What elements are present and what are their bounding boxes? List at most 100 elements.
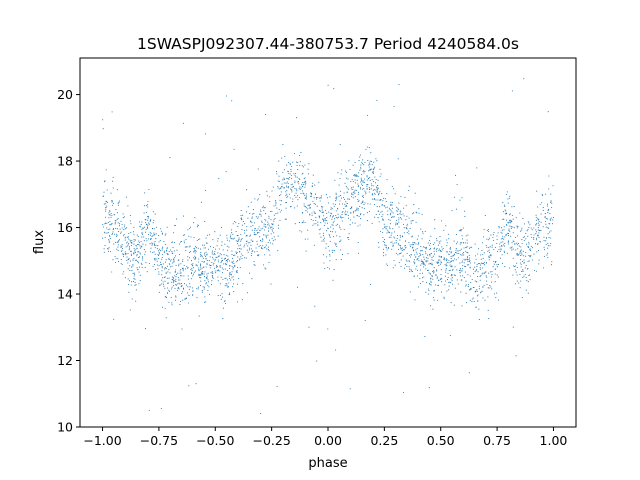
data-point <box>379 168 381 170</box>
data-point <box>118 200 120 202</box>
data-point <box>349 168 351 171</box>
data-point <box>223 263 225 265</box>
data-point <box>117 244 119 246</box>
data-point <box>435 248 437 251</box>
data-point <box>222 307 224 309</box>
data-point <box>229 273 231 276</box>
data-point <box>205 237 207 239</box>
data-point <box>226 245 228 247</box>
data-point <box>419 272 421 275</box>
data-point <box>304 184 306 186</box>
data-point <box>224 268 226 270</box>
data-point <box>510 235 512 237</box>
data-point <box>205 266 207 268</box>
data-point <box>105 200 107 202</box>
data-point <box>116 218 118 220</box>
data-point <box>366 176 368 178</box>
data-point <box>335 200 337 202</box>
data-point <box>180 300 182 303</box>
data-point <box>433 248 435 250</box>
data-point <box>423 262 425 264</box>
data-point <box>535 229 537 231</box>
data-point <box>464 265 466 267</box>
data-point <box>187 256 189 258</box>
data-point <box>199 275 201 277</box>
data-point <box>486 276 488 278</box>
data-point <box>352 180 354 182</box>
data-point <box>125 227 128 229</box>
data-point <box>277 235 279 237</box>
data-point <box>147 216 150 218</box>
data-point <box>177 272 179 274</box>
data-point <box>271 190 273 192</box>
data-point <box>228 292 231 294</box>
data-point <box>450 275 452 277</box>
data-point <box>253 212 255 214</box>
data-point <box>174 257 176 259</box>
data-point <box>262 239 264 241</box>
data-point <box>321 240 323 242</box>
data-point <box>376 160 378 162</box>
data-point <box>265 220 267 222</box>
data-point <box>520 254 522 256</box>
data-point <box>343 208 345 210</box>
data-point <box>204 220 206 222</box>
data-point <box>445 265 447 267</box>
data-point <box>489 285 491 287</box>
data-point <box>323 240 325 242</box>
data-point <box>123 229 125 231</box>
data-point <box>441 220 443 222</box>
data-point <box>317 196 319 199</box>
data-point <box>476 290 478 292</box>
data-point <box>150 238 152 241</box>
data-point <box>429 239 431 241</box>
data-point <box>474 271 476 273</box>
data-point <box>499 246 501 248</box>
data-point <box>272 186 274 188</box>
data-point <box>233 263 235 265</box>
data-point <box>348 198 350 200</box>
data-point <box>521 242 523 245</box>
data-point <box>425 247 427 249</box>
data-point <box>109 250 112 253</box>
data-point <box>240 217 242 220</box>
data-point <box>483 261 485 263</box>
data-point <box>133 243 135 245</box>
data-point <box>507 243 510 245</box>
data-point <box>166 292 169 294</box>
data-point <box>136 248 138 250</box>
data-point <box>237 226 239 228</box>
data-point <box>545 243 547 245</box>
data-point <box>339 143 341 145</box>
data-point <box>212 258 214 260</box>
data-point <box>290 184 292 186</box>
data-point <box>190 260 193 262</box>
data-point <box>466 264 468 266</box>
data-point <box>260 210 262 213</box>
data-point <box>477 253 479 255</box>
data-point <box>341 220 343 222</box>
data-point <box>461 268 463 270</box>
data-point <box>498 249 500 251</box>
data-point <box>227 255 229 257</box>
data-point <box>256 229 258 232</box>
data-point <box>409 254 411 257</box>
data-point <box>148 222 150 224</box>
data-point <box>421 238 423 240</box>
data-point <box>449 334 451 337</box>
data-point <box>535 231 538 233</box>
data-point <box>267 234 269 236</box>
data-point <box>179 275 182 277</box>
data-point <box>292 161 294 163</box>
data-point <box>361 195 363 198</box>
data-point <box>271 210 273 213</box>
data-point <box>268 239 271 241</box>
data-point <box>503 218 505 220</box>
data-point <box>533 238 535 240</box>
data-point <box>436 250 438 252</box>
data-point <box>332 215 334 217</box>
data-point <box>242 221 244 223</box>
data-point <box>198 315 200 317</box>
data-point <box>377 210 379 213</box>
data-point <box>402 213 404 215</box>
